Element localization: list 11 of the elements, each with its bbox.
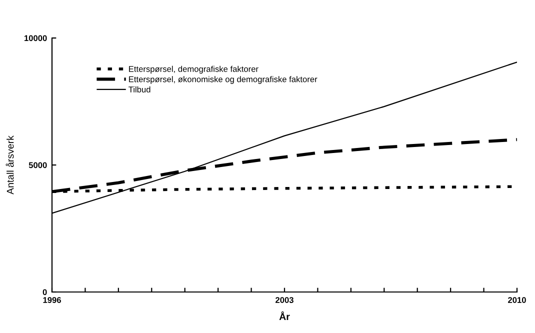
- x-axis-title: År: [279, 311, 290, 320]
- y-tick-label: 0: [42, 289, 47, 296]
- legend-label: Etterspørsel, økonomiske og demografiske faktorer: [129, 76, 318, 84]
- legend-label: Etterspørsel, demografiske faktorer: [129, 66, 258, 74]
- legend-label: Tilbud: [128, 86, 150, 92]
- y-tick-label: 5000: [28, 162, 47, 168]
- x-tick-label: 2003: [276, 297, 294, 303]
- x-tick-label: 1996: [43, 297, 61, 303]
- x-tick-label: 2010: [508, 297, 526, 303]
- y-axis-title: Antall årsverk: [6, 136, 14, 194]
- y-tick-label: 10000: [24, 35, 47, 42]
